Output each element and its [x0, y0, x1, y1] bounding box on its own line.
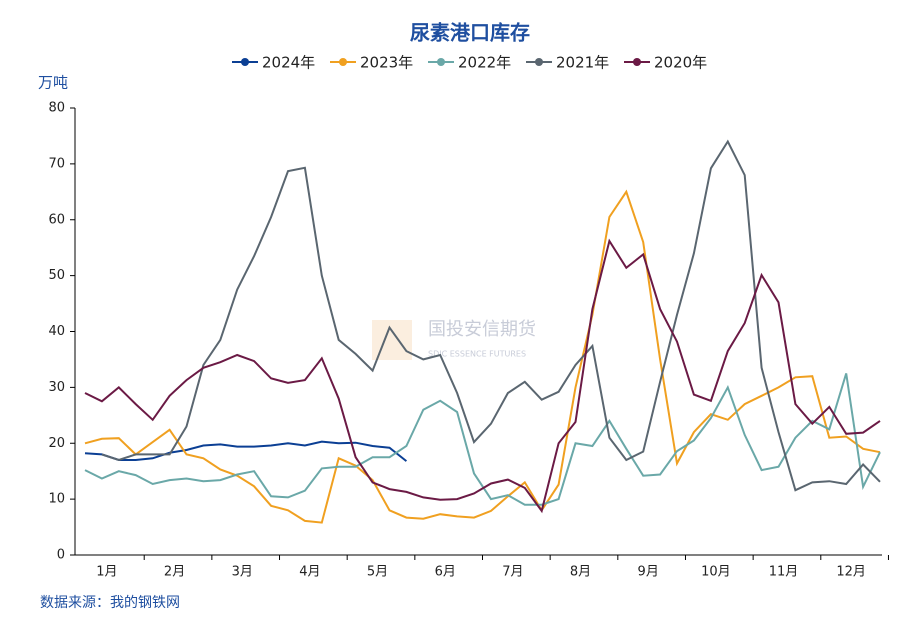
legend-marker	[535, 58, 543, 66]
y-tick-label: 0	[57, 548, 65, 563]
y-tick-label: 60	[48, 212, 65, 227]
x-tick-label: 8月	[570, 565, 591, 580]
series-line	[101, 139, 881, 492]
x-tick-label: 7月	[502, 565, 523, 580]
x-tick-label: 12月	[836, 565, 866, 580]
x-tick-label: 11月	[769, 565, 799, 580]
chart-title: 尿素港口库存	[410, 21, 530, 45]
legend-label: 2020年	[654, 54, 707, 72]
x-tick-label: 9月	[638, 565, 659, 580]
series-line	[84, 189, 881, 524]
x-tick-label: 5月	[367, 565, 388, 580]
x-tick-label: 1月	[96, 565, 117, 580]
legend-label: 2021年	[556, 54, 609, 72]
x-tick-label: 4月	[299, 565, 320, 580]
y-tick-label: 70	[48, 156, 65, 171]
series-line	[84, 440, 408, 462]
y-tick-label: 10	[48, 492, 65, 507]
legend-marker	[241, 58, 249, 66]
legend-marker	[339, 58, 347, 66]
y-tick-label: 30	[48, 380, 65, 395]
y-tick-label: 40	[48, 324, 65, 339]
series-line	[84, 238, 881, 514]
x-tick-label: 3月	[232, 565, 253, 580]
watermark-logo	[372, 320, 412, 360]
series-line	[84, 373, 881, 506]
watermark-sub: SDIC ESSENCE FUTURES	[428, 350, 526, 359]
y-tick-label: 20	[48, 436, 65, 451]
x-tick-label: 10月	[701, 565, 731, 580]
source: 数据来源：我的钢铁网	[40, 595, 180, 611]
y-tick-label: 80	[48, 101, 65, 116]
legend-label: 2023年	[360, 54, 413, 72]
legend-marker	[437, 58, 445, 66]
watermark: 国投安信期货	[428, 319, 536, 340]
x-tick-label: 2月	[164, 565, 185, 580]
y-tick-label: 50	[48, 268, 65, 283]
legend-marker	[633, 58, 641, 66]
y-axis-label: 万吨	[38, 74, 68, 92]
x-tick-label: 6月	[435, 565, 456, 580]
legend-label: 2024年	[262, 54, 315, 72]
legend-label: 2022年	[458, 54, 511, 72]
